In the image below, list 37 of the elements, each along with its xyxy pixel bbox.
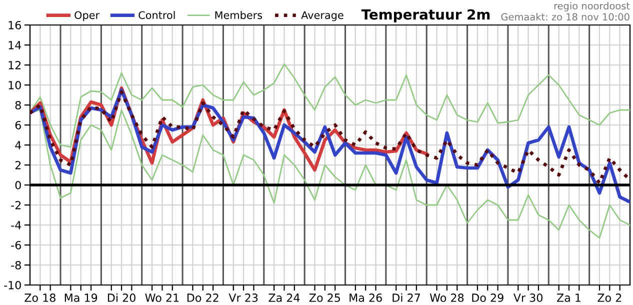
x-tick-label: Wo 21 bbox=[145, 294, 179, 302]
x-tick-label: Di 27 bbox=[392, 293, 420, 302]
legend-label: Control bbox=[138, 11, 175, 20]
y-tick-label: 2 bbox=[15, 160, 21, 170]
y-tick-label: -10 bbox=[4, 280, 21, 290]
y-tick-label: 8 bbox=[15, 100, 21, 110]
x-tick-label: Di 20 bbox=[108, 293, 136, 302]
x-tick-label: Zo 2 bbox=[598, 294, 622, 302]
x-tick-label: Vr 30 bbox=[513, 294, 542, 302]
y-tick-label: -6 bbox=[11, 240, 21, 250]
x-tick-label: Zo 18 bbox=[24, 294, 56, 302]
y-tick-label: 14 bbox=[8, 41, 22, 50]
y-tick-label: 12 bbox=[8, 60, 21, 70]
y-tick-label: 4 bbox=[15, 141, 22, 150]
x-tick-label: Ma 26 bbox=[350, 294, 382, 302]
y-tick-label: 0 bbox=[15, 180, 21, 190]
text: Gemaakt: zo 18 nov 10:00 bbox=[501, 13, 630, 21]
chart-title: Temperatuur 2m bbox=[361, 9, 490, 22]
x-tick-label: Do 22 bbox=[187, 294, 218, 302]
x-tick-label: Za 24 bbox=[268, 294, 300, 302]
y-tick-label: 10 bbox=[8, 80, 21, 90]
x-tick-label: Wo 28 bbox=[430, 294, 464, 302]
y-tick-label: -4 bbox=[11, 221, 22, 230]
legend-label: Members bbox=[215, 11, 262, 20]
x-tick-label: Ma 19 bbox=[64, 294, 98, 302]
y-tick-label: 6 bbox=[15, 120, 21, 130]
x-tick-label: Zo 25 bbox=[309, 294, 340, 302]
x-tick-label: Do 29 bbox=[472, 294, 504, 302]
legend-label: Oper bbox=[74, 11, 100, 22]
text: regio noordoost bbox=[554, 2, 630, 12]
legend-label: Average bbox=[301, 11, 344, 22]
y-tick-label: 16 bbox=[8, 20, 21, 30]
y-tick-label: -2 bbox=[11, 200, 21, 210]
x-tick-label: Vr 23 bbox=[228, 294, 258, 302]
y-tick-label: -8 bbox=[11, 260, 21, 270]
line-series bbox=[30, 90, 630, 185]
x-tick-label: Za 1 bbox=[556, 294, 580, 302]
